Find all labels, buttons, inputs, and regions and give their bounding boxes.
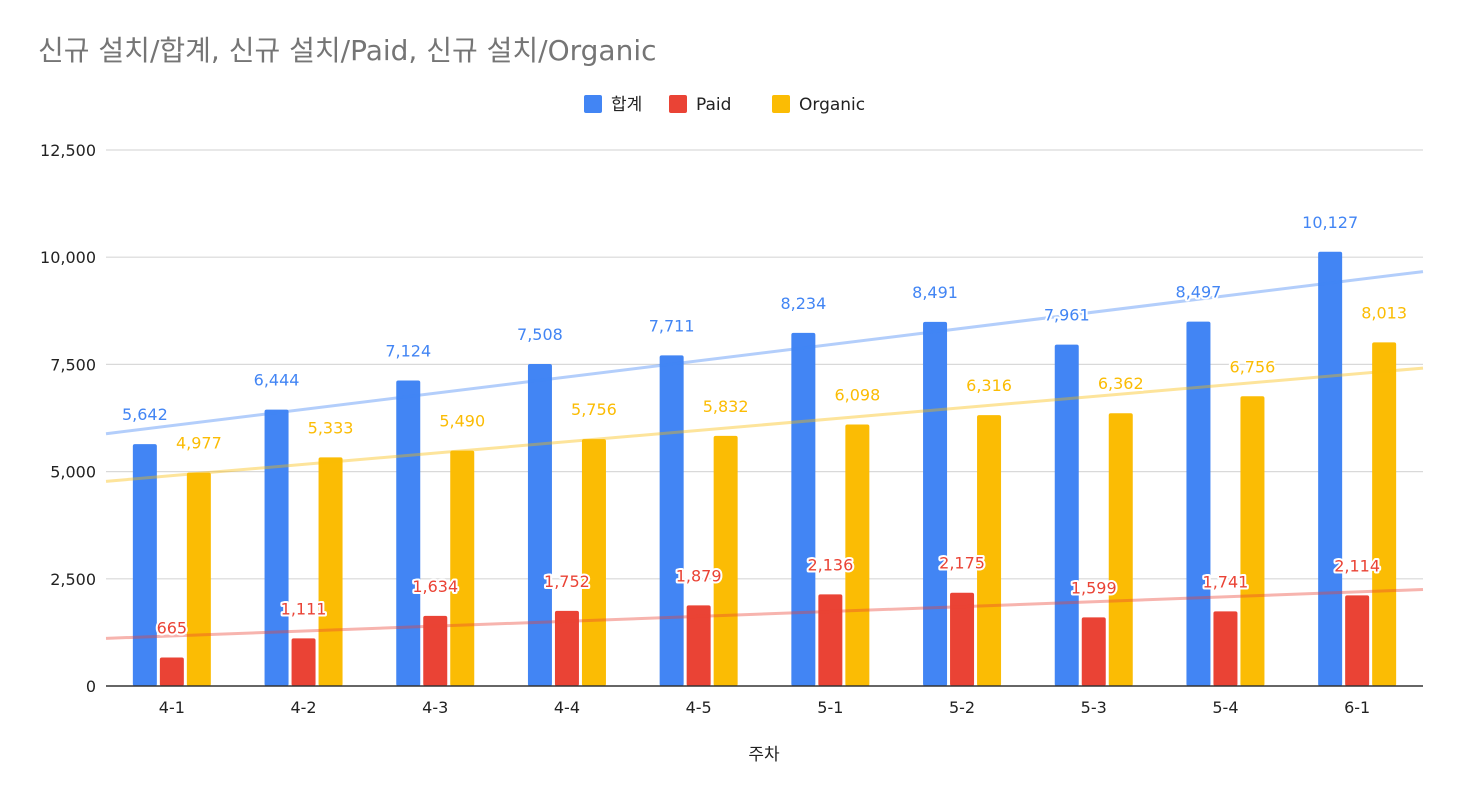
data-label-Paid-4-4: 1,752 [544, 572, 590, 591]
x-tick-label: 4-5 [686, 698, 712, 717]
legend-label-합계: 합계 [611, 95, 642, 115]
trendline-Organic [105, 366, 1424, 483]
bar-Paid-4-2 [291, 638, 316, 686]
bar-Paid-4-4 [554, 610, 579, 686]
data-label-Organic-5-4: 6,756 [1230, 357, 1276, 376]
legend-swatch-합계 [584, 95, 602, 113]
legend-swatch-Organic [772, 95, 790, 113]
bar-Organic-4-2 [318, 457, 343, 686]
legend-label-Organic: Organic [799, 95, 865, 115]
bar-Organic-5-2 [977, 415, 1002, 686]
y-tick-label: 12,500 [40, 141, 96, 160]
data-label-Paid-4-2: 1,111 [281, 599, 327, 618]
data-label-Organic-5-2: 6,316 [966, 376, 1012, 395]
x-axis-tick-labels: 4-1 4-2 4-3 4-4 4-5 5-1 5-2 5-3 5-4 6-1 [159, 698, 1370, 717]
data-label-합계-5-3: 7,961 [1044, 306, 1090, 325]
bar-합계-4-5 [659, 355, 684, 686]
bar-Organic-6-1 [1372, 342, 1397, 686]
data-labels: 5,642 6,444 7,124 7,508 7,711 8,234 8,491 7,961… [120, 211, 1409, 640]
x-tick-label: 4-4 [554, 698, 580, 717]
y-tick-label: 2,500 [50, 570, 96, 589]
bar-Organic-5-4 [1240, 396, 1265, 686]
data-label-Organic-4-1: 4,977 [176, 434, 222, 453]
bar-Paid-5-1 [818, 594, 843, 686]
data-label-합계-5-2: 8,491 [912, 283, 958, 302]
data-label-Organic-4-2: 5,333 [308, 418, 354, 437]
y-tick-label: 7,500 [50, 355, 96, 374]
data-label-합계-6-1: 10,127 [1302, 213, 1358, 232]
trendline-Paid [105, 588, 1424, 640]
legend-swatch-Paid [669, 95, 687, 113]
data-label-합계-4-2: 6,444 [254, 371, 300, 390]
y-tick-label: 5,000 [50, 463, 96, 482]
bar-Paid-5-2 [950, 592, 975, 686]
data-label-Organic-5-1: 6,098 [834, 386, 880, 405]
data-label-Paid-4-5: 1,879 [676, 566, 722, 585]
data-label-Organic-6-1: 8,013 [1361, 303, 1407, 322]
bar-Paid-6-1 [1345, 595, 1370, 686]
trendlines [105, 270, 1424, 640]
x-tick-label: 5-1 [817, 698, 843, 717]
bar-합계-4-1 [132, 444, 157, 686]
bar-Organic-4-5 [713, 435, 738, 686]
bar-Paid-4-3 [423, 615, 448, 686]
x-tick-label: 5-2 [949, 698, 975, 717]
x-tick-label: 4-2 [290, 698, 316, 717]
data-label-Paid-5-4: 1,741 [1203, 572, 1249, 591]
bar-Organic-5-1 [845, 424, 870, 686]
chart-title: 신규 설치/합계, 신규 설치/Paid, 신규 설치/Organic [38, 34, 657, 67]
trendline-합계 [105, 270, 1424, 436]
data-label-합계-4-5: 7,711 [649, 316, 695, 335]
x-tick-label: 4-1 [159, 698, 185, 717]
y-axis-tick-labels: 0 2,500 5,000 7,500 10,000 12,500 [40, 141, 96, 696]
x-tick-label: 5-4 [1212, 698, 1238, 717]
data-label-Paid-4-3: 1,634 [412, 577, 458, 596]
y-tick-label: 0 [86, 677, 96, 696]
bar-Organic-5-3 [1108, 413, 1133, 686]
bar-합계-4-2 [264, 409, 289, 686]
data-label-Organic-5-3: 6,362 [1098, 374, 1144, 393]
data-label-합계-4-1: 5,642 [122, 405, 168, 424]
data-label-Paid-6-1: 2,114 [1334, 556, 1380, 575]
x-axis-title: 주차 [748, 745, 780, 765]
bar-합계-4-4 [527, 364, 552, 686]
bar-Organic-4-3 [450, 450, 475, 686]
data-label-합계-5-4: 8,497 [1176, 283, 1222, 302]
bar-Paid-5-4 [1213, 611, 1238, 686]
x-tick-label: 6-1 [1344, 698, 1370, 717]
bars [132, 251, 1397, 686]
bar-합계-5-1 [791, 332, 816, 686]
data-label-Paid-5-1: 2,136 [807, 555, 853, 574]
legend-label-Paid: Paid [696, 95, 731, 115]
data-label-Organic-4-4: 5,756 [571, 400, 617, 419]
data-label-Paid-5-3: 1,599 [1071, 578, 1117, 597]
y-tick-label: 10,000 [40, 248, 96, 267]
bar-Paid-5-3 [1081, 617, 1106, 686]
data-label-Paid-4-1: 665 [157, 618, 188, 637]
bar-합계-4-3 [396, 380, 421, 686]
bar-Paid-4-5 [686, 605, 711, 686]
bar-합계-5-3 [1054, 344, 1079, 686]
data-label-Organic-4-3: 5,490 [439, 412, 485, 431]
bar-합계-5-4 [1186, 321, 1211, 686]
bar-합계-5-2 [923, 321, 948, 686]
legend: 합계 Paid Organic [584, 95, 865, 115]
x-tick-label: 4-3 [422, 698, 448, 717]
bar-Paid-4-1 [159, 657, 184, 686]
data-label-합계-4-3: 7,124 [385, 342, 431, 361]
data-label-합계-4-4: 7,508 [517, 325, 563, 344]
gridlines [106, 149, 1423, 580]
bar-Organic-4-1 [186, 472, 211, 686]
data-label-Organic-4-5: 5,832 [703, 397, 749, 416]
data-label-Paid-5-2: 2,175 [939, 554, 985, 573]
x-tick-label: 5-3 [1081, 698, 1107, 717]
bar-합계-6-1 [1318, 251, 1343, 686]
data-label-합계-5-1: 8,234 [780, 294, 826, 313]
bar-Organic-4-4 [581, 439, 606, 686]
